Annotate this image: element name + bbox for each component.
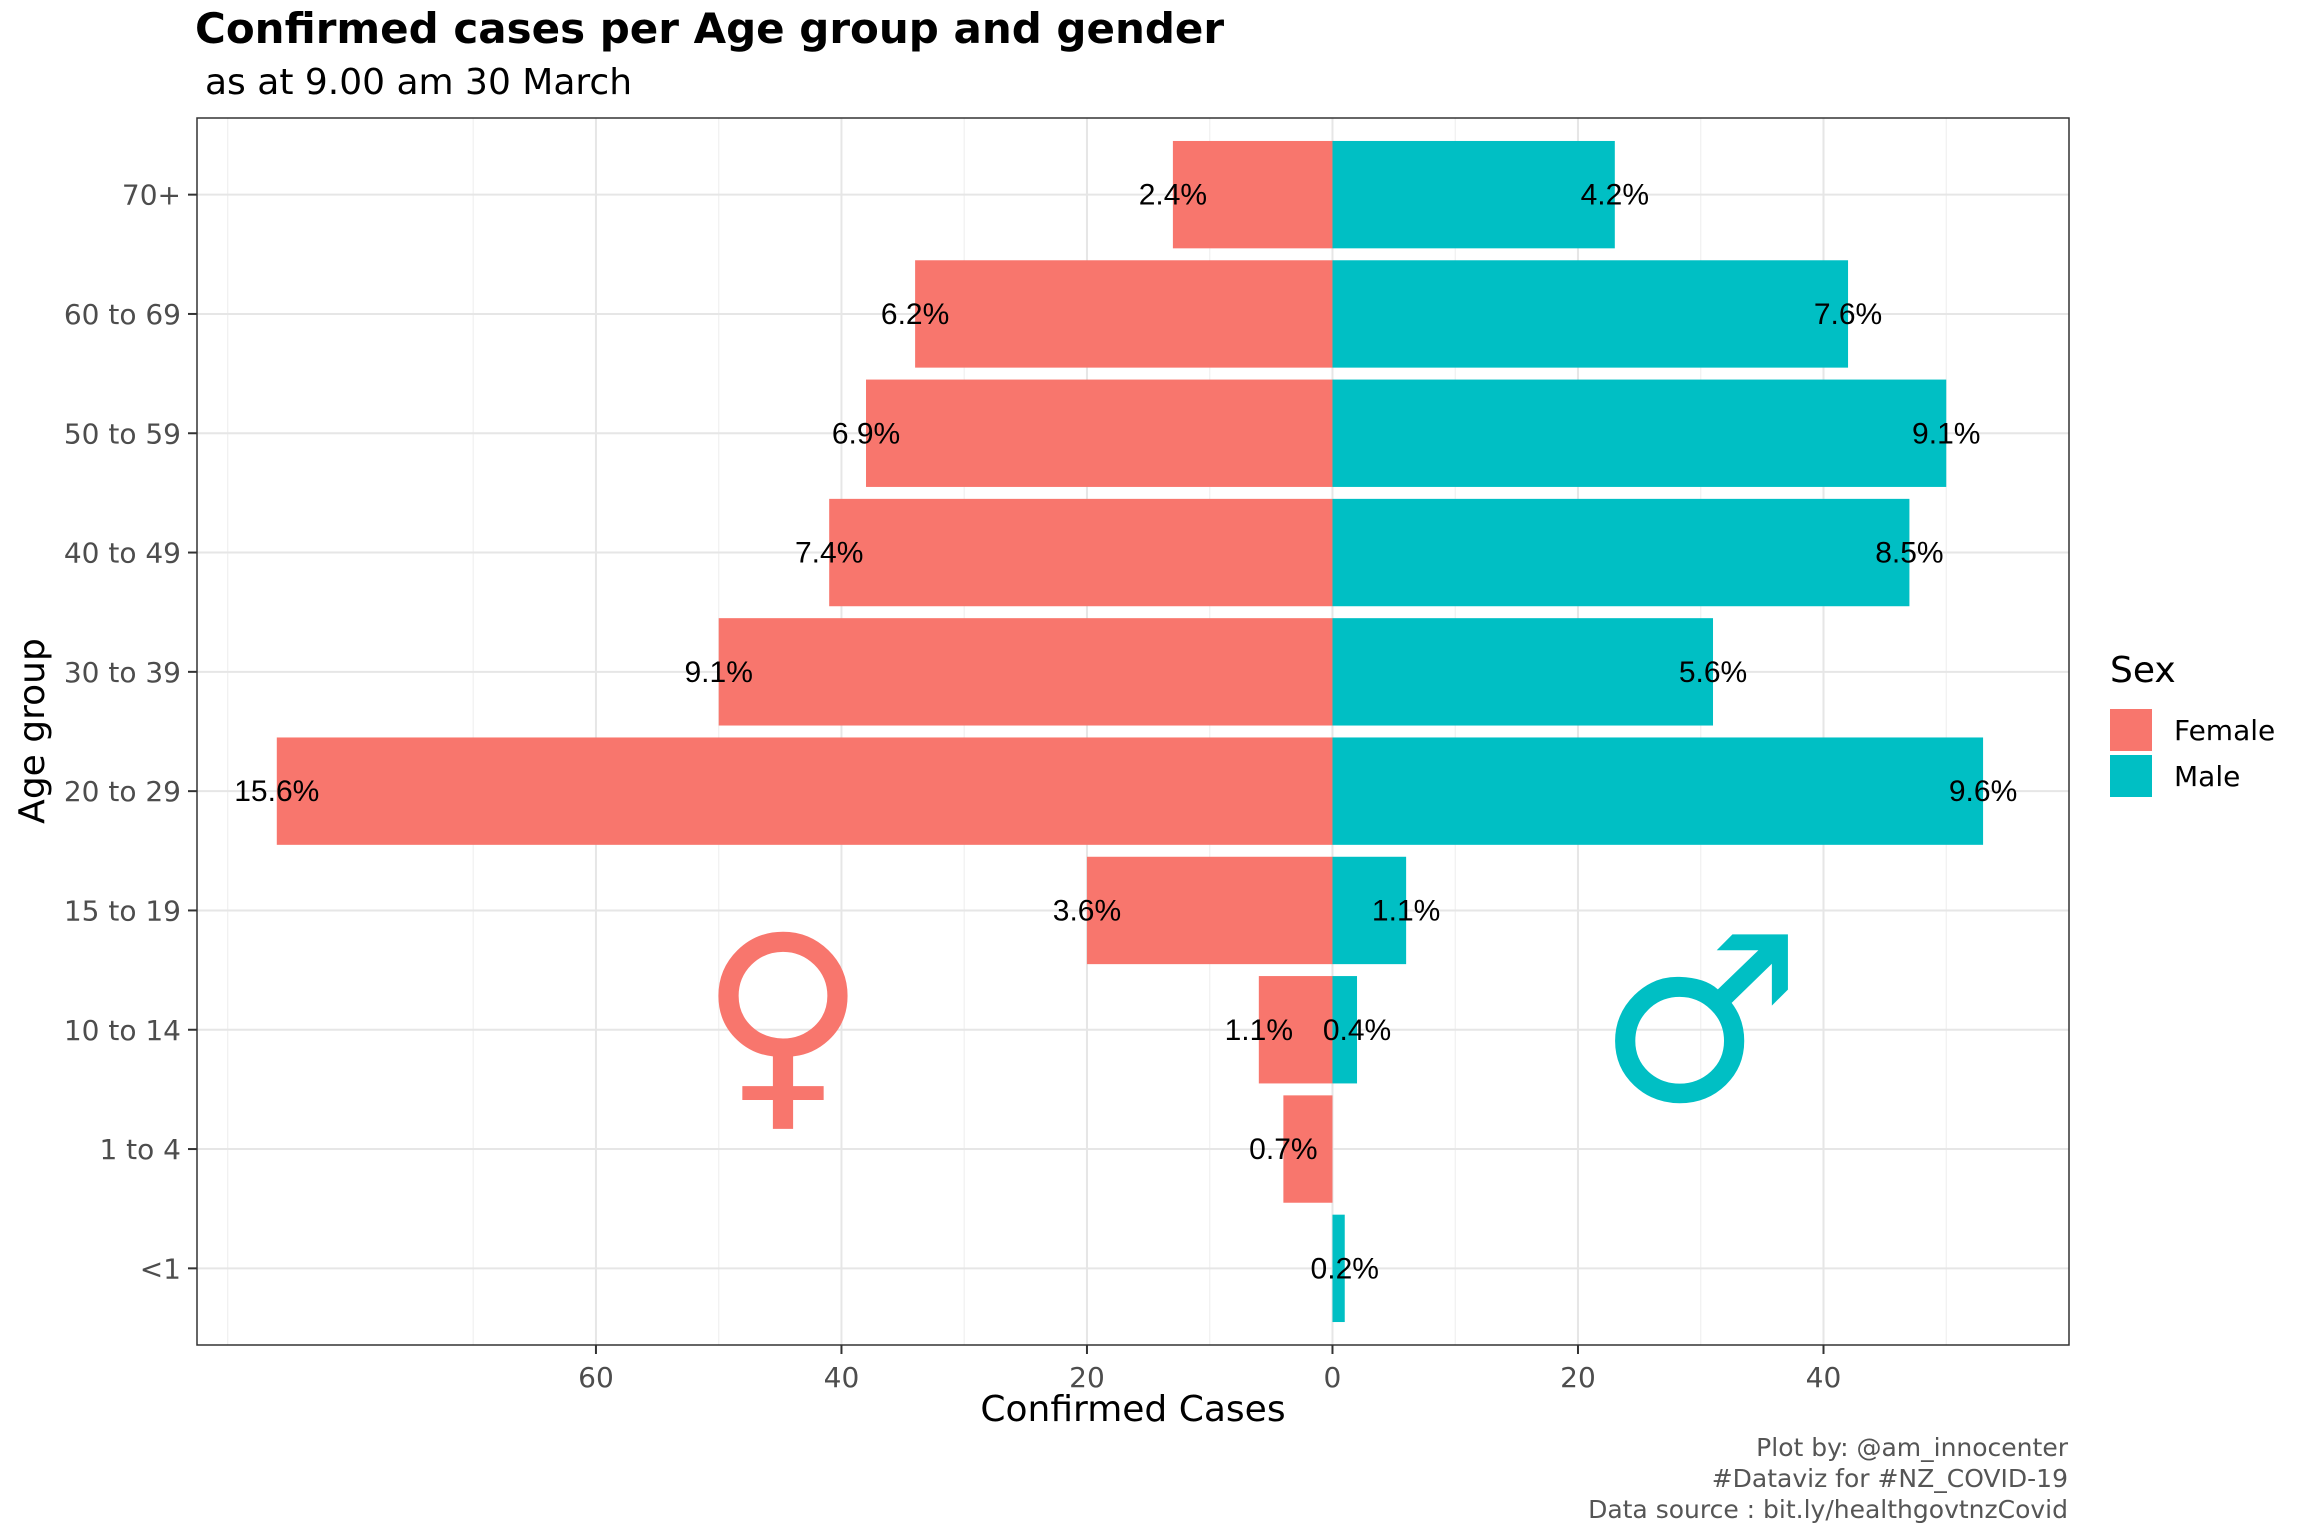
bar-label-female: 0.7%: [1249, 1133, 1317, 1166]
bar-label-male: 7.6%: [1814, 298, 1882, 331]
x-tick-label: 60: [578, 1361, 614, 1394]
bar-label-male: 8.5%: [1875, 537, 1943, 570]
bar-label-female: 3.6%: [1053, 894, 1121, 927]
x-tick-label: 0: [1324, 1361, 1342, 1394]
x-axis-title: Confirmed Cases: [980, 1389, 1285, 1430]
caption-line: Data source : bit.ly/healthgovtnzCovid: [1588, 1495, 2068, 1524]
bar-label-female: 6.9%: [832, 417, 900, 450]
x-tick-label: 20: [1560, 1361, 1596, 1394]
bar-label-female: 9.1%: [685, 656, 753, 689]
x-axis: 60 40 20 0 20 40: [578, 1345, 1841, 1394]
y-tick-label: 50 to 59: [64, 417, 181, 450]
y-tick-label: <1: [140, 1252, 181, 1285]
bar-male: [1332, 856, 1407, 965]
bar-label-male: 5.6%: [1679, 656, 1747, 689]
y-tick-label: 30 to 39: [64, 656, 181, 689]
bar-label-male: 1.1%: [1372, 894, 1440, 927]
bar-male: [1332, 379, 1947, 487]
bar-male: [1332, 737, 1984, 845]
bar-female: [1172, 140, 1333, 249]
y-tick-label: 40 to 49: [64, 537, 181, 570]
bar-female: [915, 260, 1333, 368]
legend-title: Sex: [2110, 650, 2176, 691]
bar-label-female: 15.6%: [234, 775, 319, 808]
female-symbol-icon: ♀: [699, 888, 867, 1155]
bar-male: [1332, 260, 1849, 368]
y-axis: <1 1 to 4 10 to 14 15 to 19 20 to 29 30 to 39…: [64, 179, 197, 1285]
bar-female: [718, 618, 1333, 726]
bar-label-female: 6.2%: [881, 298, 949, 331]
caption: Plot by: @am_innocenter #Dataviz for #NZ…: [1588, 1432, 2068, 1525]
caption-line: #Dataviz for #NZ_COVID-19: [1711, 1464, 2068, 1493]
legend-item-female: Female: [2110, 707, 2275, 753]
legend: Sex Female Male: [2110, 650, 2275, 799]
bar-female: [1258, 976, 1333, 1084]
bar-male: [1332, 618, 1714, 726]
bar-female: [1283, 1095, 1333, 1203]
y-tick-label: 15 to 19: [64, 894, 181, 927]
chart-subtitle: as at 9.00 am 30 March: [205, 62, 633, 103]
x-tick-label: 40: [824, 1361, 860, 1394]
bar-label-female: 1.1%: [1225, 1014, 1293, 1047]
plot-panel-border: [196, 117, 2070, 1346]
bar-male: [1332, 976, 1358, 1084]
bar-male: [1332, 1214, 1345, 1323]
bar-female: [1086, 856, 1333, 965]
y-tick-label: 1 to 4: [99, 1133, 181, 1166]
y-tick-label: 70+: [122, 179, 181, 212]
bar-label-male: 0.2%: [1311, 1252, 1379, 1285]
bar-male: [1332, 140, 1615, 249]
bar-label-male: 4.2%: [1581, 179, 1649, 212]
bar-male: [1332, 498, 1910, 607]
legend-label-male: Male: [2174, 759, 2241, 793]
y-tick-label: 20 to 29: [64, 775, 181, 808]
y-tick-label: 10 to 14: [64, 1014, 181, 1047]
x-tick-label: 20: [1069, 1361, 1105, 1394]
bar-labels: 0.2% 0.7% 1.1% 0.4% 3.6% 1.1% 15.6% 9.6% 9.1% 5.6…: [234, 179, 2017, 1286]
y-tick-label: 60 to 69: [64, 298, 181, 331]
caption-line: Plot by: @am_innocenter: [1756, 1433, 2068, 1462]
bar-label-female: 2.4%: [1139, 179, 1207, 212]
bars: [276, 140, 1984, 1323]
bar-female: [276, 737, 1333, 845]
bar-label-male: 0.4%: [1323, 1014, 1391, 1047]
legend-swatch-male: [2110, 755, 2152, 797]
y-axis-title: Age group: [12, 638, 53, 824]
bar-label-male: 9.6%: [1949, 775, 2017, 808]
legend-item-male: Male: [2110, 753, 2275, 799]
chart-title: Confirmed cases per Age group and gender: [195, 4, 1225, 53]
male-symbol-icon: ♂: [1597, 888, 1803, 1155]
legend-label-female: Female: [2174, 713, 2276, 747]
legend-swatch-female: [2110, 709, 2152, 751]
bar-female: [829, 498, 1333, 607]
bar-label-female: 7.4%: [795, 537, 863, 570]
bar-label-male: 9.1%: [1912, 417, 1980, 450]
x-tick-label: 40: [1806, 1361, 1842, 1394]
bar-female: [866, 379, 1333, 487]
